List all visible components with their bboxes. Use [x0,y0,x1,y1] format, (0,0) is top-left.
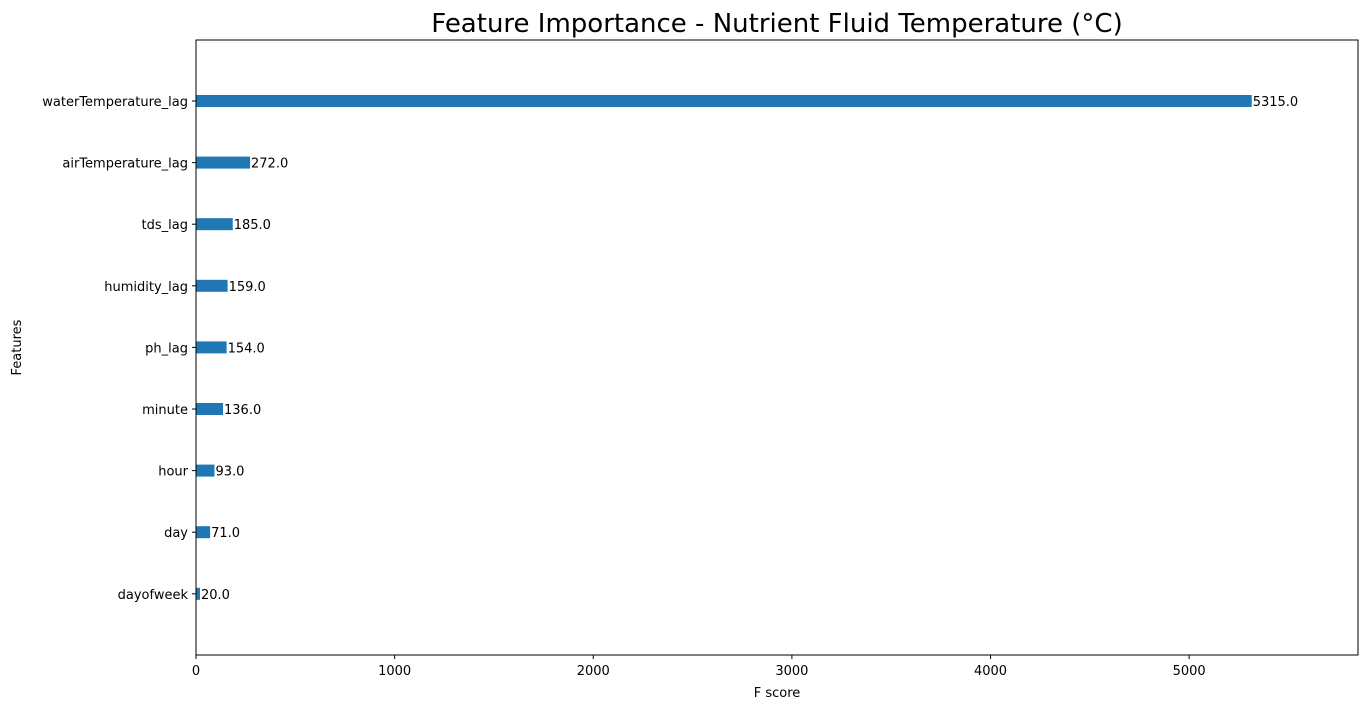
data-label-hour: 93.0 [215,465,244,480]
data-label-ph_lag: 154.0 [228,341,265,356]
y-axis-ticks: waterTemperature_lag airTemperature_lagtd… [42,95,196,603]
data-label-day: 71.0 [211,526,240,541]
x-tick-label: 3000 [775,664,808,679]
chart-title: Feature Importance - Nutrient Fluid Temp… [431,9,1122,39]
bars-group [196,95,1252,600]
data-label-airTemperature_lag: 272.0 [251,157,288,172]
y-axis-label: Features [10,319,25,375]
y-tick-label-humidity_lag: humidity_lag [104,280,188,295]
y-tick-label-waterTemperature_lag: waterTemperature_lag [42,95,188,110]
x-tick-label: 1000 [378,664,411,679]
y-tick-label-tds_lag: tds_lag [142,218,188,233]
bar-humidity_lag [196,279,228,292]
x-tick-label: 4000 [974,664,1007,679]
bar-dayofweek [196,587,200,600]
x-axis-label: F score [754,686,801,701]
data-label-waterTemperature_lag: 5315.0 [1253,95,1299,110]
bar-day [196,526,211,539]
bar-waterTemperature_lag [196,95,1252,107]
plot-area-frame [195,39,1359,656]
y-tick-label-ph_lag: ph_lag [145,341,188,356]
y-tick-label-day: day [164,526,188,541]
y-tick-label-minute: minute [142,403,188,418]
x-tick-label: 0 [192,664,200,679]
y-tick-label-airTemperature_lag: airTemperature_lag [62,157,188,172]
data-label-minute: 136.0 [224,403,261,418]
data-label-humidity_lag: 159.0 [229,280,266,295]
bar-tds_lag [196,218,233,231]
x-axis-ticks: 0 1000 2000 3000 4000 5000 [192,655,1206,679]
x-tick-label: 5000 [1173,664,1206,679]
data-labels-group: 5315.0 272.0 185.0 159.0 154.0 136.0 93.0 71.0 2… [201,95,1298,603]
bar-ph_lag [196,341,227,354]
bar-hour [196,464,215,477]
data-label-tds_lag: 185.0 [234,218,271,233]
x-tick-label: 2000 [577,664,610,679]
y-tick-label-hour: hour [158,465,188,480]
bar-minute [196,403,224,415]
bar-airTemperature_lag [196,156,251,169]
data-label-dayofweek: 20.0 [201,588,230,603]
y-tick-label-dayofweek: dayofweek [118,588,189,603]
